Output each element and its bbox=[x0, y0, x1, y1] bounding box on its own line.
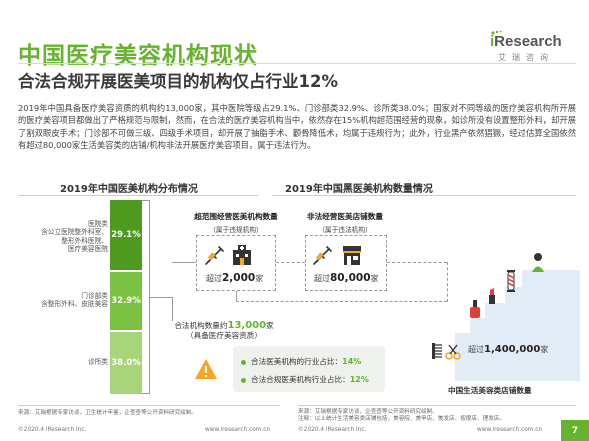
bar-label-outpatient: 门诊部类 含整形外科、皮肤美容 bbox=[41, 292, 108, 309]
hair-comb-icon bbox=[432, 343, 442, 359]
bar-value-clinic: 38.0% bbox=[111, 358, 141, 368]
page-number: 7 bbox=[561, 420, 589, 441]
copyright-left: ©2020.4 iResearch Inc. bbox=[18, 427, 87, 433]
chart-bracket bbox=[142, 200, 150, 394]
bar-segment-clinic: 38.0% bbox=[110, 332, 142, 394]
logo-brand: iResearch bbox=[490, 33, 562, 50]
bracket-connector-down bbox=[172, 297, 173, 321]
bar-value-hospital: 29.1% bbox=[111, 230, 141, 240]
website-left[interactable]: www.iresearch.com.cn bbox=[205, 427, 271, 433]
lipstick-icon bbox=[489, 288, 495, 304]
bar-label-clinic: 诊所类 bbox=[87, 358, 108, 366]
stair-step-2 bbox=[470, 318, 580, 334]
ratio-row-compliant: 合法合规医美机构行业占比：12% bbox=[241, 374, 369, 385]
stair-step-5 bbox=[522, 270, 580, 288]
stair-step-1 bbox=[455, 333, 580, 381]
legal-institution-count: 合法机构数量约13,000家 （具备医疗美容资质） bbox=[174, 320, 274, 341]
stair-step-4 bbox=[505, 287, 580, 304]
bullet-dot bbox=[241, 359, 246, 365]
legal-institution-subtitle: （具备医疗美容资质） bbox=[186, 331, 262, 340]
syringe-icon bbox=[313, 246, 332, 265]
scissors-icon bbox=[445, 344, 461, 360]
box2-subtitle: （属于违法机构） bbox=[318, 226, 372, 234]
box2-title: 非法经营医美店铺数量 bbox=[307, 212, 383, 221]
barber-pole-icon bbox=[507, 270, 515, 292]
source-note-left: 来源：艾瑞根据专家访谈，卫生统计年鉴，企查查等公开资料研究绘制。 bbox=[18, 410, 198, 416]
box2-frame bbox=[305, 235, 387, 291]
footer-divider-left bbox=[18, 405, 280, 406]
header-divider bbox=[18, 63, 576, 64]
connector-right-down bbox=[447, 262, 448, 302]
bullet-dot bbox=[241, 377, 246, 383]
box1-frame bbox=[196, 235, 276, 291]
syringe-icon bbox=[205, 246, 224, 265]
hospital-icon bbox=[233, 245, 251, 265]
bracket-connector bbox=[150, 297, 172, 298]
bar-label-hospital: 医院类 含公立医院整外科室、 整形外科医院、 医疗美容医院 bbox=[41, 220, 108, 254]
box2-count: 超过80,000家 bbox=[314, 272, 379, 284]
iresearch-logo: iResearch 艾瑞咨询 bbox=[480, 30, 576, 66]
middle-chart-divider bbox=[272, 195, 576, 196]
connector-box2-right bbox=[387, 262, 447, 263]
box1-subtitle: （属于违规机构） bbox=[209, 226, 263, 234]
website-right[interactable]: www.iresearch.com.cn bbox=[477, 427, 543, 433]
beauty-shop-count: 超过1,400,000家 bbox=[468, 344, 549, 355]
bar-value-outpatient: 32.9% bbox=[111, 296, 141, 306]
page-subtitle: 合法合规开展医美项目的机构仅占行业12% bbox=[18, 72, 338, 91]
page-title: 中国医疗美容机构现状 bbox=[18, 43, 258, 69]
bar-segment-hospital: 29.1% bbox=[110, 200, 142, 270]
left-chart-title: 2019年中国医美机构分布情况 bbox=[60, 184, 198, 195]
source-note-right-2: 注释：以上统计生活美容类店铺包括，美容院、美甲店、美发店、按摩店、理发店。 bbox=[298, 416, 505, 422]
nail-polish-icon bbox=[470, 300, 480, 318]
middle-chart-title: 2019年中国黑医美机构数量情况 bbox=[285, 184, 433, 195]
warning-icon bbox=[195, 359, 217, 379]
connector-box1-box2 bbox=[276, 262, 305, 263]
box1-title: 超范围经营医美机构数量 bbox=[194, 212, 278, 221]
beauty-shop-label: 中国生活美容类店铺数量 bbox=[448, 386, 532, 395]
connector-left-to-box1 bbox=[172, 262, 196, 263]
intro-paragraph: 2019年中国具备医疗美容资质的机构约13,000家，其中医院等级占29.1%、… bbox=[18, 103, 576, 151]
footer-divider-right bbox=[298, 405, 576, 406]
copyright-right: ©2020.4 iResearch Inc. bbox=[298, 427, 367, 433]
massage-person-icon bbox=[532, 253, 544, 272]
ratio-panel: 合法医美机构的行业占比：14% 合法合规医美机构行业占比：12% bbox=[233, 346, 385, 392]
logo-dots-icon bbox=[491, 30, 502, 35]
logo-subtitle: 艾瑞咨询 bbox=[498, 53, 554, 62]
left-chart-divider bbox=[18, 195, 258, 196]
connector-box1-down bbox=[236, 291, 237, 301]
shop-icon bbox=[343, 246, 361, 265]
bar-segment-outpatient: 32.9% bbox=[110, 272, 142, 330]
box1-count: 超过2,000家 bbox=[206, 272, 264, 284]
stair-step-3 bbox=[485, 303, 580, 319]
connector-bottom bbox=[236, 301, 447, 302]
ratio-row-legal: 合法医美机构的行业占比：14% bbox=[241, 356, 361, 367]
source-note-right-1: 来源：艾瑞根据专家访谈，企查查等公开资料研究绘制。 bbox=[298, 409, 438, 415]
